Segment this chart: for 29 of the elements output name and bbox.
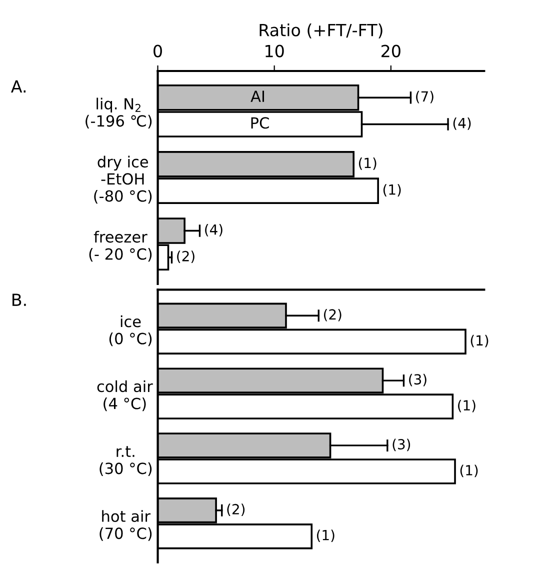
y-tick-label: r.t. (30 °C) — [100, 446, 152, 476]
y-tick-label: dry ice -EtOH (-80 °C) — [94, 156, 152, 204]
annotation: (2) — [177, 250, 194, 264]
y-tick-label: freezer (- 20 °C) — [89, 230, 152, 262]
annotation: (2) — [227, 504, 245, 516]
annotation: (3) — [392, 438, 410, 452]
text: A. — [11, 80, 26, 92]
annotation: (1) — [316, 530, 334, 542]
y-tick-label: cold air (4 °C) — [97, 380, 153, 412]
y-tick-label: liq. N$_{2}$ (-196 ℃) — [86, 98, 152, 128]
annotation: (4) — [453, 118, 471, 130]
annotation: (1) — [458, 400, 476, 412]
annotation: (1) — [460, 464, 478, 478]
annotation: (2) — [324, 308, 342, 322]
text: B. — [12, 294, 26, 306]
annotation: (1) — [358, 157, 376, 170]
annotation: (4) — [205, 224, 222, 236]
x-tick-label: 20 — [382, 44, 400, 58]
series-label: AI — [250, 90, 264, 102]
x-axis-title: Ratio (+FT/-FT) — [260, 23, 382, 38]
series-label: PC — [251, 117, 269, 129]
x-tick-label: 10 — [266, 44, 284, 58]
y-tick-label: hot air (70 °C) — [100, 510, 152, 541]
annotation: (3) — [409, 374, 426, 386]
annotation: (7) — [416, 90, 434, 104]
x-tick-label: 0 — [154, 44, 162, 58]
annotation: (1) — [383, 184, 401, 196]
y-tick-label: ice (0 °C) — [109, 315, 152, 346]
annotation: (1) — [470, 334, 488, 348]
